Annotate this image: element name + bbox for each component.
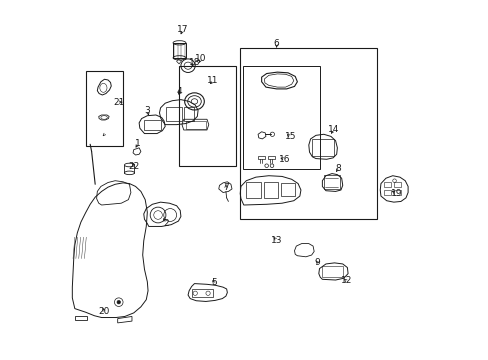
Bar: [179, 66, 235, 166]
Bar: [173, 43, 185, 58]
Bar: [143, 120, 161, 130]
Text: 1: 1: [135, 139, 141, 148]
Text: 15: 15: [284, 132, 295, 141]
Bar: [185, 121, 206, 129]
Bar: [322, 266, 343, 277]
Text: 9: 9: [314, 258, 320, 267]
Text: 19: 19: [390, 189, 401, 198]
Text: 10: 10: [195, 54, 206, 63]
Bar: [240, 48, 376, 219]
Bar: [264, 182, 278, 198]
Bar: [191, 289, 213, 297]
Circle shape: [117, 300, 121, 304]
Bar: [383, 190, 390, 195]
Bar: [393, 182, 400, 187]
Text: 7: 7: [223, 183, 228, 192]
Text: 3: 3: [144, 106, 150, 115]
Bar: [383, 182, 390, 187]
Bar: [242, 66, 319, 169]
Bar: [281, 183, 294, 196]
Text: 12: 12: [340, 276, 351, 285]
Bar: [246, 182, 260, 198]
Text: 20: 20: [99, 307, 110, 316]
Text: 4: 4: [176, 87, 182, 96]
Text: 22: 22: [128, 162, 140, 171]
Text: 5: 5: [211, 278, 217, 287]
Text: 18: 18: [188, 58, 200, 67]
Text: 8: 8: [335, 164, 340, 173]
Text: 13: 13: [270, 235, 282, 244]
Text: 6: 6: [273, 39, 279, 48]
Text: 14: 14: [327, 125, 339, 134]
Bar: [393, 190, 400, 195]
Text: 16: 16: [278, 155, 290, 164]
Text: 11: 11: [207, 76, 218, 85]
Text: 21: 21: [113, 98, 124, 107]
Bar: [323, 175, 339, 189]
Bar: [184, 107, 194, 121]
Bar: [85, 71, 123, 146]
Bar: [311, 139, 333, 156]
Bar: [165, 108, 182, 121]
Text: 2: 2: [163, 219, 169, 228]
Text: 17: 17: [177, 25, 188, 34]
